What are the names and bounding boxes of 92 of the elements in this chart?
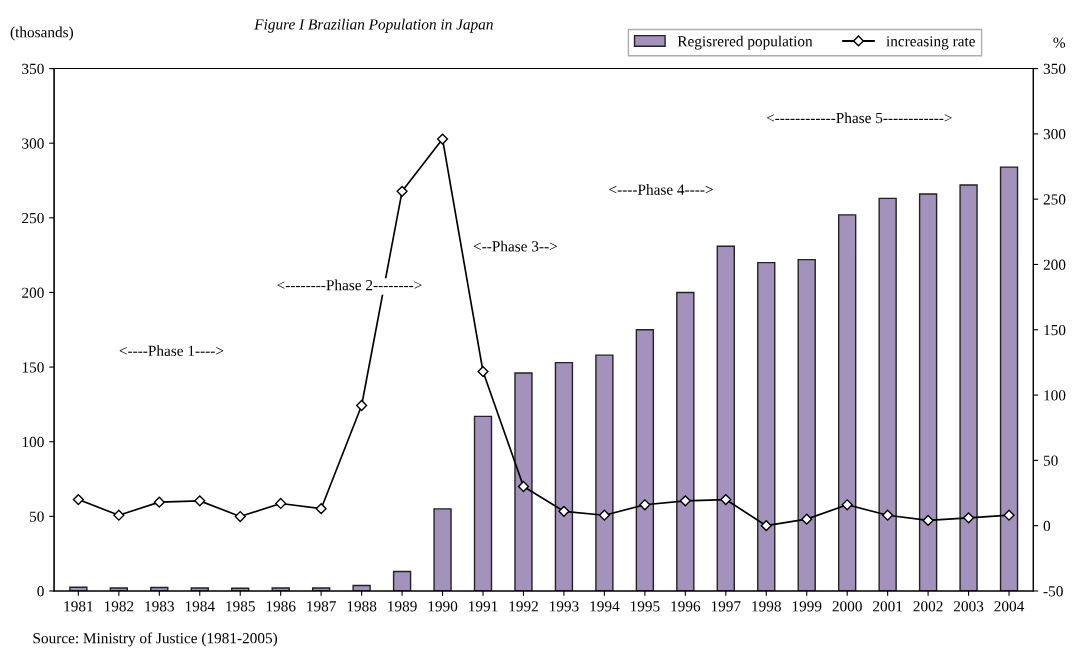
bar	[635, 329, 655, 591]
y-tick-label: 150	[22, 362, 44, 373]
y2-tick-label: 0	[1043, 520, 1051, 532]
point	[882, 509, 894, 521]
annotation: <----Phase 4---->	[609, 184, 713, 195]
bar	[757, 261, 776, 591]
x-tick-label: 1986	[266, 601, 296, 612]
point	[396, 185, 408, 197]
x-tick-label: 1987	[307, 601, 336, 612]
bar	[797, 258, 816, 591]
y-axis-title: (thosands)	[10, 26, 74, 41]
point	[841, 499, 853, 511]
bar	[837, 214, 857, 591]
point	[922, 514, 934, 527]
x-tick-label: 1984	[185, 601, 215, 612]
point	[315, 503, 327, 515]
bar	[514, 372, 533, 591]
bar	[433, 508, 452, 591]
annotation: <--------Phase 2-------->	[277, 279, 422, 291]
annotation: <--Phase 3-->	[473, 240, 557, 252]
y2-tick-label: 300	[1043, 129, 1066, 140]
x-tick-label: 2002	[913, 601, 943, 612]
bar	[676, 291, 695, 591]
x-tick-label: 2003	[953, 601, 984, 612]
y2-axis-title: %	[1053, 37, 1066, 48]
bar	[959, 184, 978, 591]
point	[477, 365, 489, 378]
x-tick-label: 1989	[388, 601, 417, 612]
x-tick-label: 2004	[994, 601, 1025, 612]
x-tick-label: 2001	[873, 601, 902, 612]
y-tick-label: 350	[22, 63, 44, 75]
x-tick-label: 1991	[469, 601, 498, 612]
x-tick-label: 1985	[226, 601, 255, 612]
x-tick-label: 1997	[711, 601, 741, 612]
point	[679, 495, 691, 507]
point	[760, 520, 772, 532]
point	[1003, 509, 1015, 521]
y-tick-label: 0	[37, 586, 44, 597]
y2-tick-label: 350	[1043, 63, 1066, 75]
y2-tick-label: 250	[1043, 194, 1066, 205]
point	[639, 499, 651, 511]
point	[720, 493, 732, 506]
legend-label: increasing rate	[886, 36, 975, 50]
y-tick-label: 100	[22, 436, 44, 448]
x-tick-label: 1988	[347, 601, 377, 612]
y2-tick-label: 150	[1044, 324, 1066, 336]
x-tick-label: 1983	[145, 601, 174, 612]
x-tick-label: 1996	[671, 601, 701, 612]
point	[962, 512, 975, 524]
bar	[595, 354, 614, 591]
x-tick-label: 2000	[832, 601, 862, 612]
y-tick-label: 250	[22, 212, 44, 224]
y2-tick-label: 50	[1043, 455, 1058, 466]
point	[72, 493, 84, 506]
point	[598, 509, 611, 521]
y2-tick-label: -50	[1043, 586, 1063, 597]
x-tick-label: 1998	[752, 601, 781, 612]
bar	[716, 245, 735, 591]
y2-tick-label: 200	[1043, 259, 1066, 270]
y2-tick-label: 100	[1044, 390, 1066, 401]
legend-label: Regisrered population	[677, 35, 813, 50]
annotation: <------------Phase 5------------>	[766, 112, 952, 124]
chart-title: Figure I Brazilian Population in Japan	[254, 18, 493, 33]
x-tick-label: 1992	[509, 601, 538, 612]
point	[517, 480, 530, 493]
source-note: Source: Ministry of Justice (1981-2005)	[33, 632, 278, 647]
point	[275, 497, 287, 510]
point	[234, 510, 246, 523]
point	[436, 133, 449, 145]
x-tick-label: 1994	[590, 601, 620, 612]
bar	[878, 197, 897, 591]
x-tick-label: 1993	[550, 601, 579, 612]
x-tick-label: 1999	[792, 601, 822, 612]
bar	[473, 415, 493, 591]
y-tick-label: 300	[22, 138, 44, 149]
bar	[554, 361, 574, 591]
point	[801, 513, 813, 525]
bar	[918, 193, 938, 591]
x-tick-label: 1990	[428, 601, 458, 612]
x-tick-label: 1995	[630, 601, 660, 612]
x-tick-label: 1981	[64, 601, 93, 612]
point	[194, 495, 206, 507]
bar	[392, 570, 412, 591]
annotation: <----Phase 1---->	[119, 345, 224, 356]
point	[153, 496, 165, 508]
point	[558, 505, 570, 517]
point	[113, 509, 125, 521]
point	[356, 399, 368, 412]
y-tick-label: 200	[22, 287, 44, 298]
bar	[999, 166, 1019, 591]
x-tick-label: 1982	[104, 601, 134, 612]
y-tick-label: 50	[29, 511, 44, 522]
